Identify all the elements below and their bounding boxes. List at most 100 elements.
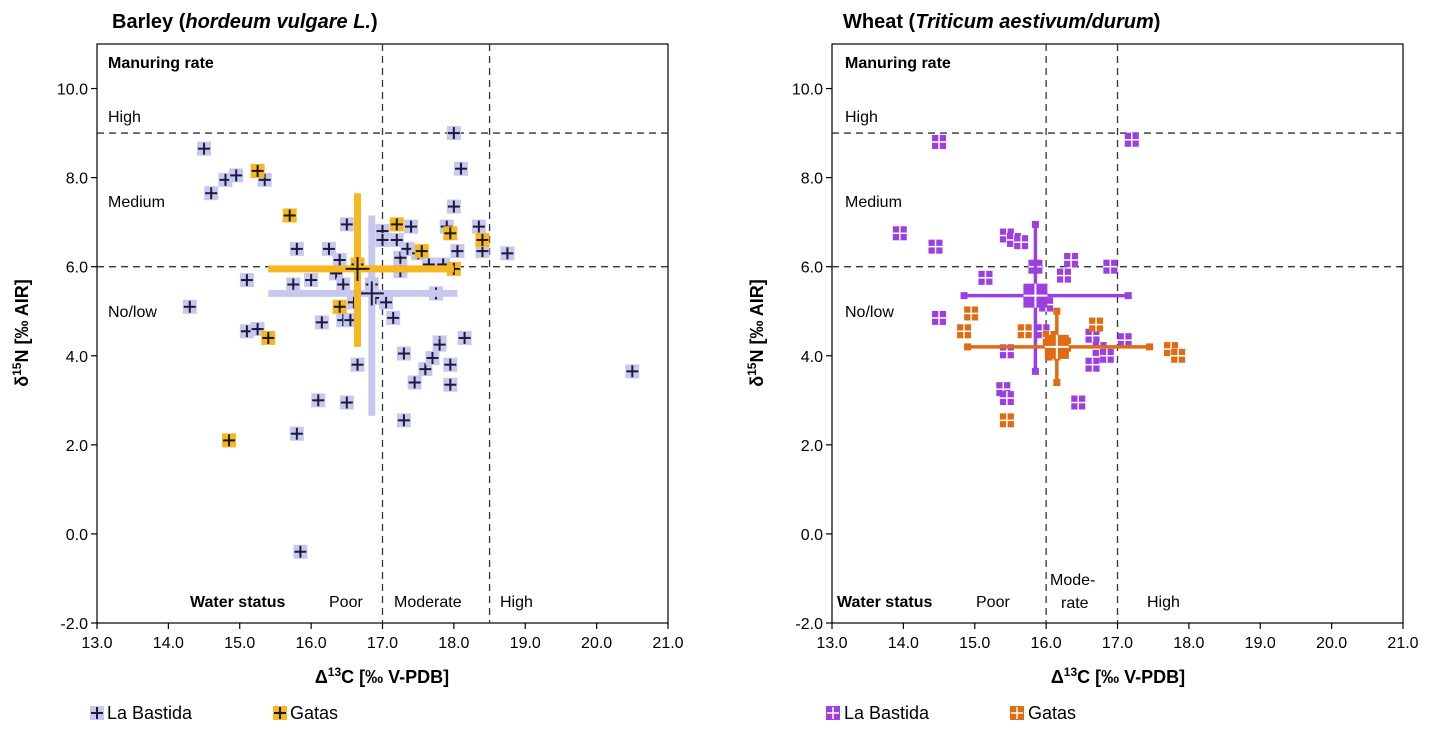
series-la-bastida xyxy=(182,126,640,559)
data-point xyxy=(379,295,394,310)
water-status-label: Poor xyxy=(329,594,363,611)
legend-label: La Bastida xyxy=(107,703,193,723)
water-status-heading: Water status xyxy=(190,594,286,611)
data-point xyxy=(339,217,354,232)
data-point xyxy=(999,391,1014,406)
data-point xyxy=(350,357,365,372)
data-point xyxy=(396,413,411,428)
legend-item: La Bastida xyxy=(826,703,930,723)
data-point xyxy=(386,310,401,325)
data-point xyxy=(500,246,515,261)
data-point xyxy=(304,273,319,288)
data-point xyxy=(446,126,461,141)
y-tick-label: 8.0 xyxy=(66,171,88,188)
data-point xyxy=(957,324,972,339)
data-point xyxy=(1124,132,1139,147)
chart-panel-2: Wheat (Triticum aestivum/durum) 13.0 14.0 1… xyxy=(745,11,1419,723)
x-tick-label: 21.0 xyxy=(1387,635,1418,652)
series-la-bastida xyxy=(892,132,1139,410)
x-tick-label: 21.0 xyxy=(652,635,683,652)
x-tick-label: 16.0 xyxy=(1031,635,1062,652)
data-point xyxy=(204,186,219,201)
data-point xyxy=(425,350,440,365)
water-status-heading: Water status xyxy=(837,594,933,611)
y-tick-label: 10.0 xyxy=(57,82,88,99)
chart-title: Barley (hordeum vulgare L.) xyxy=(112,11,378,33)
legend-label: La Bastida xyxy=(844,703,930,723)
data-point xyxy=(343,313,358,328)
data-point xyxy=(443,357,458,372)
legend-label: Gatas xyxy=(1028,703,1076,723)
data-point xyxy=(1014,235,1029,250)
data-point xyxy=(443,226,458,241)
data-point xyxy=(404,219,419,234)
y-tick-label: 2.0 xyxy=(66,438,88,455)
data-point xyxy=(389,217,404,232)
y-tick-label: -2.0 xyxy=(795,616,823,633)
water-status-label: High xyxy=(1147,594,1180,611)
data-point xyxy=(454,161,469,176)
chart-panel-1: Barley (hordeum vulgare L.) 13.0 14.0 15.0 1… xyxy=(10,11,684,723)
data-point xyxy=(332,299,347,314)
data-point xyxy=(239,273,254,288)
data-point xyxy=(222,433,237,448)
y-tick-label: -2.0 xyxy=(60,616,88,633)
data-point xyxy=(892,226,907,241)
series-gatas xyxy=(957,306,1186,428)
manuring-medium-label: Medium xyxy=(845,194,902,211)
x-tick-label: 15.0 xyxy=(959,635,990,652)
data-point xyxy=(261,330,276,345)
data-point xyxy=(336,277,351,292)
x-tick-label: 18.0 xyxy=(438,635,469,652)
legend-item: La Bastida xyxy=(90,703,193,723)
data-point xyxy=(475,244,490,259)
water-status-label: Mode- xyxy=(1050,572,1095,589)
y-tick-label: 0.0 xyxy=(66,527,88,544)
data-point xyxy=(321,241,336,256)
water-status-label: Poor xyxy=(976,594,1010,611)
data-point xyxy=(446,199,461,214)
y-tick-label: 8.0 xyxy=(801,171,823,188)
data-point xyxy=(978,270,993,285)
data-point xyxy=(282,208,297,223)
data-point xyxy=(450,244,465,259)
data-point xyxy=(396,346,411,361)
data-point xyxy=(964,306,979,321)
x-tick-label: 20.0 xyxy=(1316,635,1347,652)
x-tick-label: 14.0 xyxy=(153,635,184,652)
y-tick-label: 0.0 xyxy=(801,527,823,544)
data-point xyxy=(314,315,329,330)
y-axis-label: δ15N [‰ AIR] xyxy=(745,279,767,387)
data-point xyxy=(1171,348,1186,363)
mean-error-bars xyxy=(964,307,1154,386)
x-tick-label: 15.0 xyxy=(224,635,255,652)
data-point xyxy=(928,239,943,254)
data-point xyxy=(1056,268,1071,283)
data-point xyxy=(182,299,197,314)
data-point xyxy=(389,232,404,247)
x-tick-label: 14.0 xyxy=(888,635,919,652)
legend-label: Gatas xyxy=(290,703,338,723)
manuring-low-label: No/low xyxy=(108,304,157,321)
data-point xyxy=(289,426,304,441)
data-point xyxy=(443,377,458,392)
data-point xyxy=(1085,357,1100,372)
y-tick-label: 2.0 xyxy=(801,438,823,455)
manuring-medium-label: Medium xyxy=(108,194,165,211)
x-tick-label: 19.0 xyxy=(1245,635,1276,652)
mean-error-bars xyxy=(268,215,458,416)
data-point xyxy=(1071,395,1086,410)
data-point xyxy=(289,241,304,256)
data-point xyxy=(1017,324,1032,339)
water-status-label: High xyxy=(500,594,533,611)
chart-title: Wheat (Triticum aestivum/durum) xyxy=(843,11,1160,33)
data-point xyxy=(250,322,265,337)
data-point xyxy=(475,232,490,247)
x-tick-label: 17.0 xyxy=(367,635,398,652)
x-tick-label: 13.0 xyxy=(816,635,847,652)
data-point xyxy=(311,393,326,408)
data-point xyxy=(1064,253,1079,268)
x-axis-label: Δ13C [‰ V-PDB] xyxy=(1051,665,1185,687)
data-point xyxy=(1099,348,1114,363)
